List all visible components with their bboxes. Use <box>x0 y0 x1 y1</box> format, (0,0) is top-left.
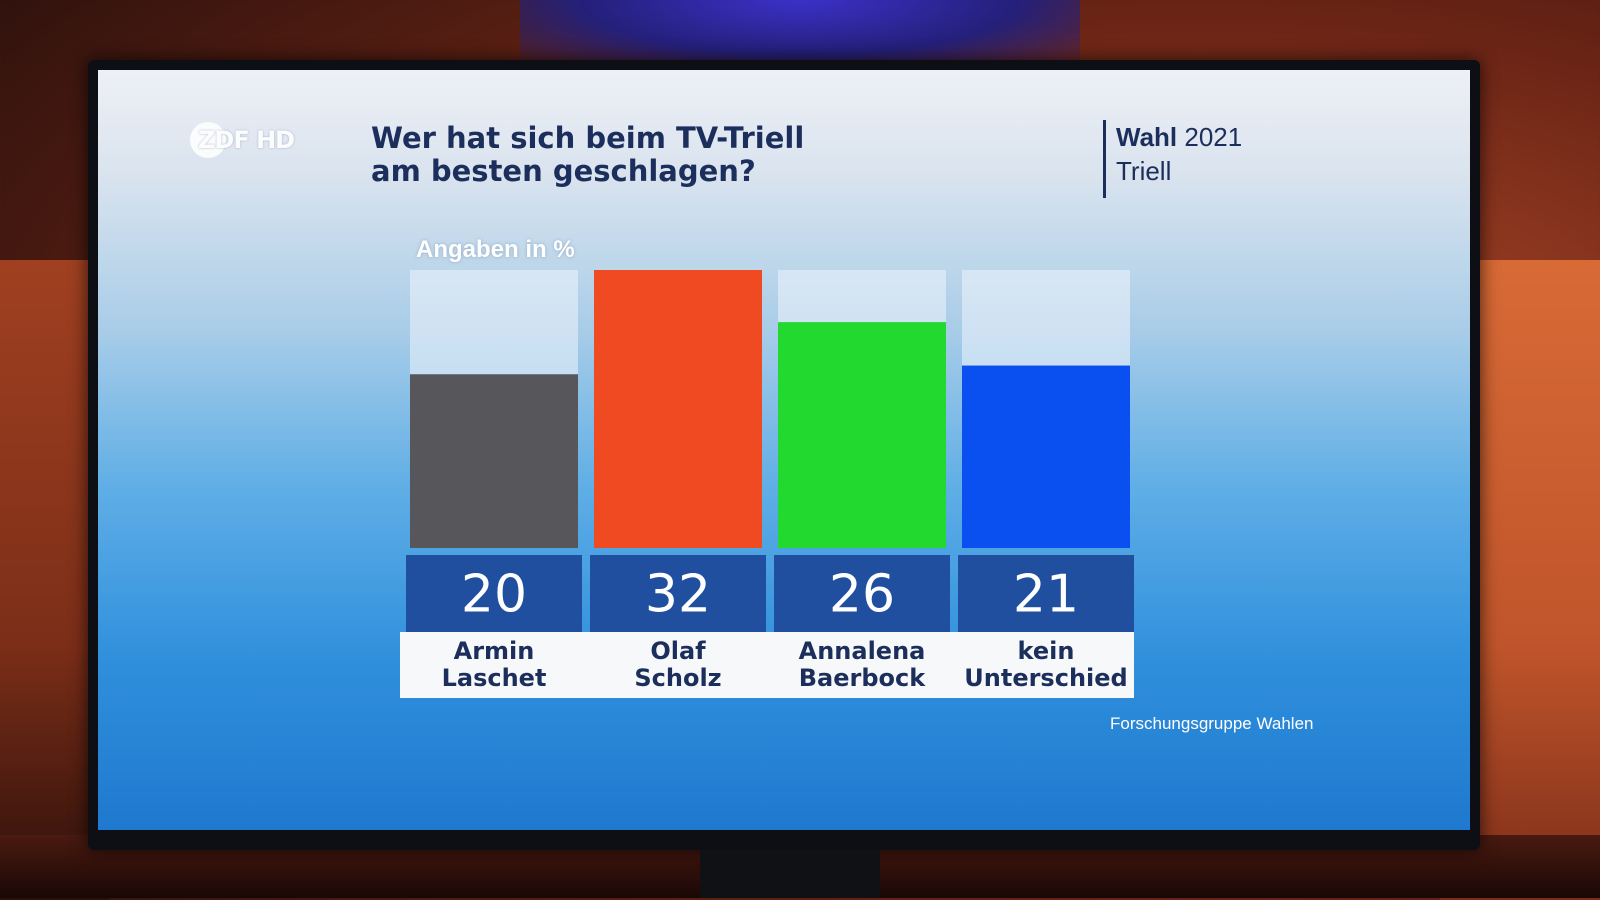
logo-disc-icon <box>190 122 226 158</box>
bar-value-box <box>774 555 950 632</box>
tv-stand <box>700 850 880 898</box>
bar-value-box <box>958 555 1134 632</box>
bar <box>962 365 1130 548</box>
headline-line-1: Wer hat sich beim TV-Triell <box>371 121 805 155</box>
category-label-line: Baerbock <box>799 664 926 692</box>
tag-line-1: Wahl 2021 <box>1116 120 1242 154</box>
category-label-line: kein <box>1018 637 1075 665</box>
bar-value-label: 32 <box>645 565 711 625</box>
bar <box>778 322 946 548</box>
tag-sub: Triell <box>1116 156 1172 186</box>
category-label-panel <box>400 632 1134 698</box>
headline-line-2: am besten geschlagen? <box>371 154 756 188</box>
category-label-line: Scholz <box>634 664 721 692</box>
bar-value-box <box>406 555 582 632</box>
logo-text: ZDF HD <box>198 126 295 154</box>
source-credit: Forschungsgruppe Wahlen <box>1110 714 1314 733</box>
headline: Wer hat sich beim TV-Triell am besten ge… <box>371 122 804 188</box>
bar-value-label: 26 <box>829 565 895 625</box>
bar <box>594 270 762 548</box>
category-label-line: Olaf <box>650 637 706 665</box>
category-label-line: Unterschied <box>964 664 1127 692</box>
bar-value-label: 20 <box>461 565 527 625</box>
chart-unit-label: Angaben in % <box>416 236 575 263</box>
category-label-line: Armin <box>454 637 535 665</box>
bar-value-box <box>590 555 766 632</box>
zdf-hd-logo: ZDF HD <box>190 122 310 158</box>
bar-value-label: 21 <box>1013 565 1079 625</box>
bar <box>410 374 578 548</box>
tag-bold: Wahl <box>1116 122 1178 152</box>
category-label-line: Laschet <box>442 664 547 692</box>
tv-screen: ZDF HD Wer hat sich beim TV-Triell am be… <box>98 70 1470 830</box>
election-tag: Wahl 2021 Triell <box>1103 120 1242 198</box>
tag-year: 2021 <box>1184 122 1243 152</box>
background-blue-glow <box>520 0 1080 70</box>
category-label-line: Annalena <box>799 637 926 665</box>
